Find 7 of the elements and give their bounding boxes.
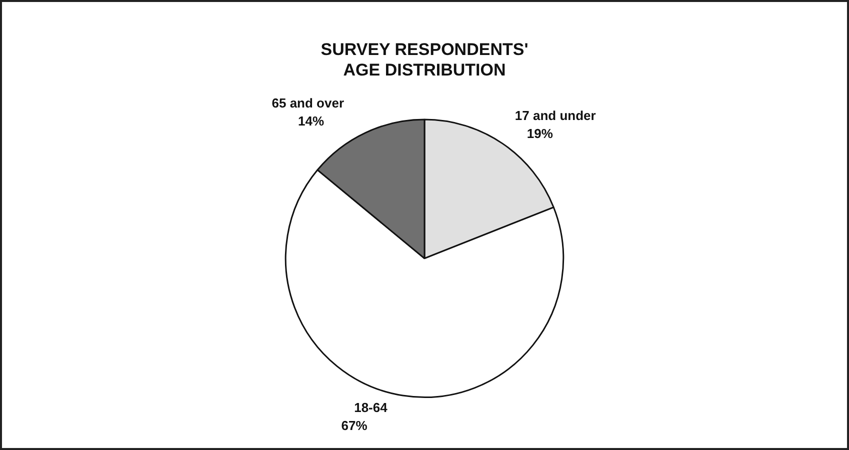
chart-title: SURVEY RESPONDENTS' AGE DISTRIBUTION bbox=[320, 40, 528, 80]
slice-label: 18-64 bbox=[354, 400, 388, 415]
slice-label: 17 and under bbox=[514, 108, 596, 123]
data-label: 67% bbox=[341, 418, 368, 433]
slice-label: 65 and over bbox=[272, 95, 344, 110]
data-label: 14% bbox=[298, 113, 324, 128]
data-label: 19% bbox=[526, 126, 554, 141]
